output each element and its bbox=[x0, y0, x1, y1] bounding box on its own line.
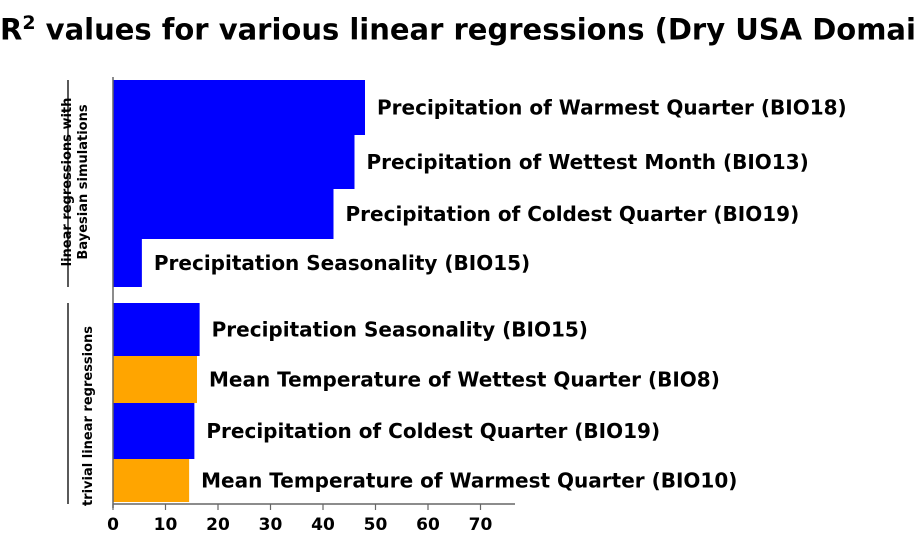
x-tick-label-0: 0 bbox=[107, 515, 119, 535]
bar-2 bbox=[113, 135, 355, 189]
bar-label-1: Precipitation of Warmest Quarter (BIO18) bbox=[377, 96, 847, 120]
bar-label-3: Precipitation of Coldest Quarter (BIO19) bbox=[346, 202, 800, 226]
chart-title: R2 values for various linear regressions… bbox=[0, 12, 917, 47]
title-superscript: 2 bbox=[22, 12, 36, 34]
bar-label-6: Mean Temperature of Wettest Quarter (BIO… bbox=[209, 368, 720, 392]
title-rest: values for various linear regressions (D… bbox=[35, 12, 917, 47]
bar-label-4: Precipitation Seasonality (BIO15) bbox=[154, 251, 530, 275]
group-label-2-line-1: trivial linear regressions bbox=[81, 326, 96, 506]
x-tick-label-10: 10 bbox=[154, 515, 178, 535]
group-labels-layer: linear regressions with Bayesian simulati… bbox=[60, 80, 96, 506]
group-label-1-line-2: Bayesian simulations bbox=[76, 104, 91, 259]
bar-6 bbox=[113, 356, 197, 403]
x-tick-label-20: 20 bbox=[206, 515, 230, 535]
title-main: R bbox=[0, 12, 23, 47]
bar-label-5: Precipitation Seasonality (BIO15) bbox=[212, 318, 588, 342]
x-tick-label-50: 50 bbox=[364, 515, 388, 535]
bar-1 bbox=[113, 80, 365, 135]
bar-label-8: Mean Temperature of Warmest Quarter (BIO… bbox=[201, 469, 737, 493]
x-tick-label-30: 30 bbox=[259, 515, 283, 535]
axis-layer: 0 10 20 30 40 50 60 70 bbox=[107, 77, 515, 535]
bar-5 bbox=[113, 303, 200, 356]
x-tick-label-70: 70 bbox=[469, 515, 493, 535]
bar-label-7: Precipitation of Coldest Quarter (BIO19) bbox=[206, 419, 660, 443]
x-tick-label-60: 60 bbox=[416, 515, 440, 535]
group-label-1-line-1: linear regressions with bbox=[60, 98, 75, 267]
bar-labels-layer: Precipitation of Warmest Quarter (BIO18)… bbox=[154, 96, 847, 493]
bar-7 bbox=[113, 403, 195, 459]
bar-3 bbox=[113, 189, 334, 239]
bar-8 bbox=[113, 459, 190, 502]
bar-4 bbox=[113, 239, 142, 287]
x-tick-label-40: 40 bbox=[311, 515, 335, 535]
bars-layer bbox=[113, 80, 365, 502]
bar-label-2: Precipitation of Wettest Month (BIO13) bbox=[367, 150, 809, 174]
